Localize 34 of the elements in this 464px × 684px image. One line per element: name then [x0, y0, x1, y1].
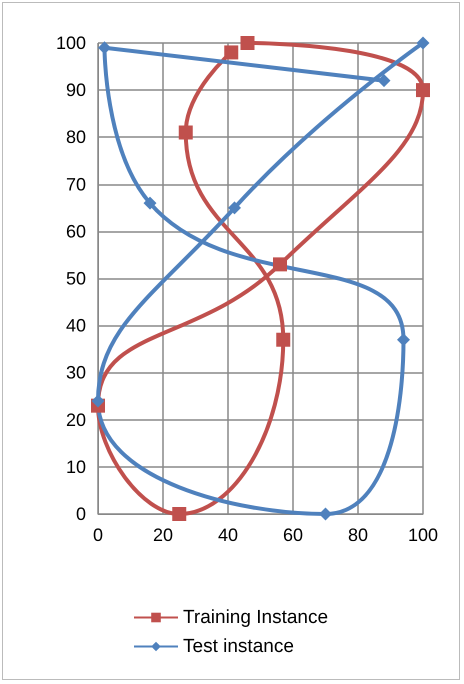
point [98, 41, 111, 54]
point [319, 508, 332, 520]
point [178, 125, 193, 140]
x-tick-label: 60 [282, 525, 304, 545]
point [416, 36, 430, 50]
y-tick-label: 20 [66, 410, 86, 430]
point [276, 332, 290, 347]
x-tick-label: 0 [92, 525, 104, 545]
y-tick-label: 10 [66, 456, 86, 477]
y-tick-label: 40 [66, 316, 86, 336]
y-tick-label: 50 [66, 268, 86, 288]
y-tick-label: 80 [66, 127, 86, 148]
y-tick-label: 100 [56, 33, 86, 53]
point [397, 333, 410, 346]
x-tick-label: 20 [152, 525, 174, 545]
legend-label: Test instance [183, 636, 294, 657]
x-tick-label: 80 [348, 525, 368, 545]
x-tick-label: 100 [408, 525, 438, 545]
point [240, 36, 254, 50]
point [224, 45, 238, 60]
point [378, 74, 390, 88]
point [144, 196, 156, 210]
y-tick-label: 60 [66, 221, 86, 242]
point [273, 257, 287, 272]
point [172, 507, 186, 521]
y-tick-label: 30 [66, 362, 86, 383]
legend-label: Training Instance [183, 607, 328, 628]
y-tick-label: 70 [66, 174, 86, 194]
point [416, 83, 430, 98]
point [228, 201, 241, 214]
y-tick-label: 90 [66, 80, 86, 100]
y-tick-label: 0 [76, 504, 86, 524]
point [92, 394, 104, 408]
x-tick-label: 40 [218, 525, 238, 545]
